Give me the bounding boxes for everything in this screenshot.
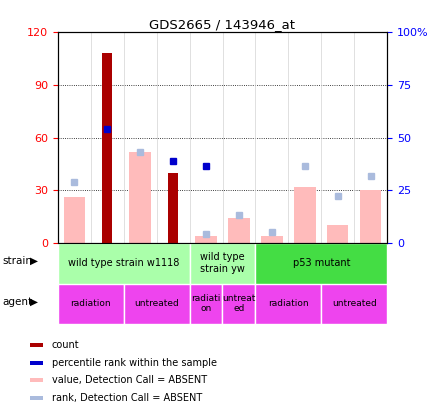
Bar <box>102 53 112 243</box>
Bar <box>64 197 85 243</box>
Text: untreated: untreated <box>332 299 376 308</box>
Text: wild type strain w1118: wild type strain w1118 <box>68 258 179 268</box>
Bar <box>168 173 178 243</box>
Text: radiati
on: radiati on <box>191 294 221 313</box>
Text: radiation: radiation <box>268 299 309 308</box>
Bar <box>261 236 283 243</box>
Text: rank, Detection Call = ABSENT: rank, Detection Call = ABSENT <box>52 393 202 403</box>
Bar <box>190 284 222 324</box>
Text: percentile rank within the sample: percentile rank within the sample <box>52 358 217 368</box>
Bar <box>30 343 43 347</box>
Bar <box>255 284 321 324</box>
Bar <box>30 360 43 365</box>
Bar <box>129 152 151 243</box>
Bar <box>228 218 250 243</box>
Text: ▶: ▶ <box>30 297 38 307</box>
Bar <box>124 284 190 324</box>
Text: radiation: radiation <box>70 299 111 308</box>
Bar <box>30 378 43 382</box>
Text: untreated: untreated <box>134 299 179 308</box>
Bar <box>195 236 217 243</box>
Text: untreat
ed: untreat ed <box>222 294 255 313</box>
Text: count: count <box>52 340 79 350</box>
Bar <box>222 284 255 324</box>
Text: value, Detection Call = ABSENT: value, Detection Call = ABSENT <box>52 375 207 385</box>
Text: ▶: ▶ <box>30 256 38 266</box>
Bar <box>58 284 124 324</box>
Bar <box>294 187 316 243</box>
Bar <box>321 284 387 324</box>
Text: wild type
strain yw: wild type strain yw <box>200 252 245 274</box>
Bar <box>58 243 190 284</box>
Bar <box>190 243 255 284</box>
Text: strain: strain <box>2 256 32 266</box>
Title: GDS2665 / 143946_at: GDS2665 / 143946_at <box>150 18 295 31</box>
Bar <box>327 226 348 243</box>
Bar <box>255 243 387 284</box>
Text: p53 mutant: p53 mutant <box>292 258 350 268</box>
Text: agent: agent <box>2 297 32 307</box>
Bar <box>360 190 381 243</box>
Bar <box>30 396 43 400</box>
